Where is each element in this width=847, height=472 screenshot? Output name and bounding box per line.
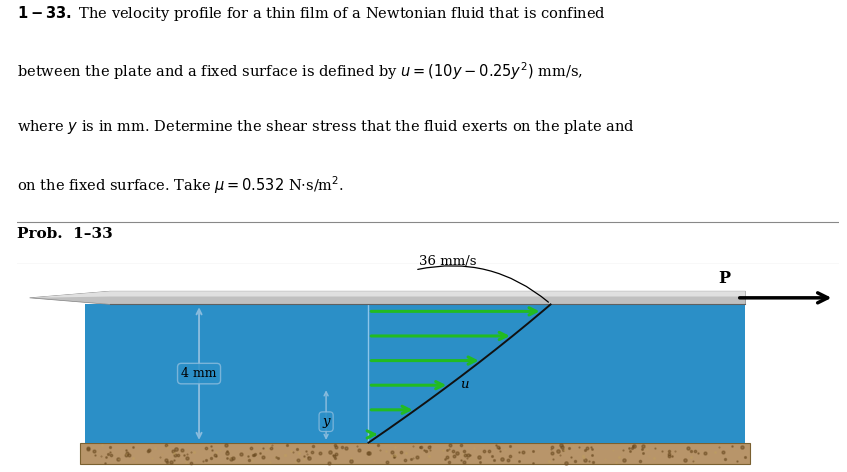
Polygon shape [30,291,745,304]
Bar [85,304,745,443]
Bar [80,443,750,464]
Text: y: y [323,415,329,428]
Text: on the fixed surface. Take $\mu = 0.532$ N$\cdot$s/m$^2$.: on the fixed surface. Take $\mu = 0.532$… [17,175,344,196]
Text: 4 mm: 4 mm [181,367,217,380]
Text: where $y$ is in mm. Determine the shear stress that the fluid exerts on the plat: where $y$ is in mm. Determine the shear … [17,118,634,135]
Text: Prob.  1–33: Prob. 1–33 [17,228,113,241]
Text: $\mathbf{1-33.}$ The velocity profile for a thin film of a Newtonian fluid that : $\mathbf{1-33.}$ The velocity profile fo… [17,4,606,23]
Polygon shape [30,291,745,298]
Text: between the plate and a fixed surface is defined by $u = (10y - 0.25y^2)$ mm/s,: between the plate and a fixed surface is… [17,61,583,83]
Text: u: u [460,378,468,391]
Text: P: P [718,270,730,287]
Text: 36 mm/s: 36 mm/s [419,254,477,268]
